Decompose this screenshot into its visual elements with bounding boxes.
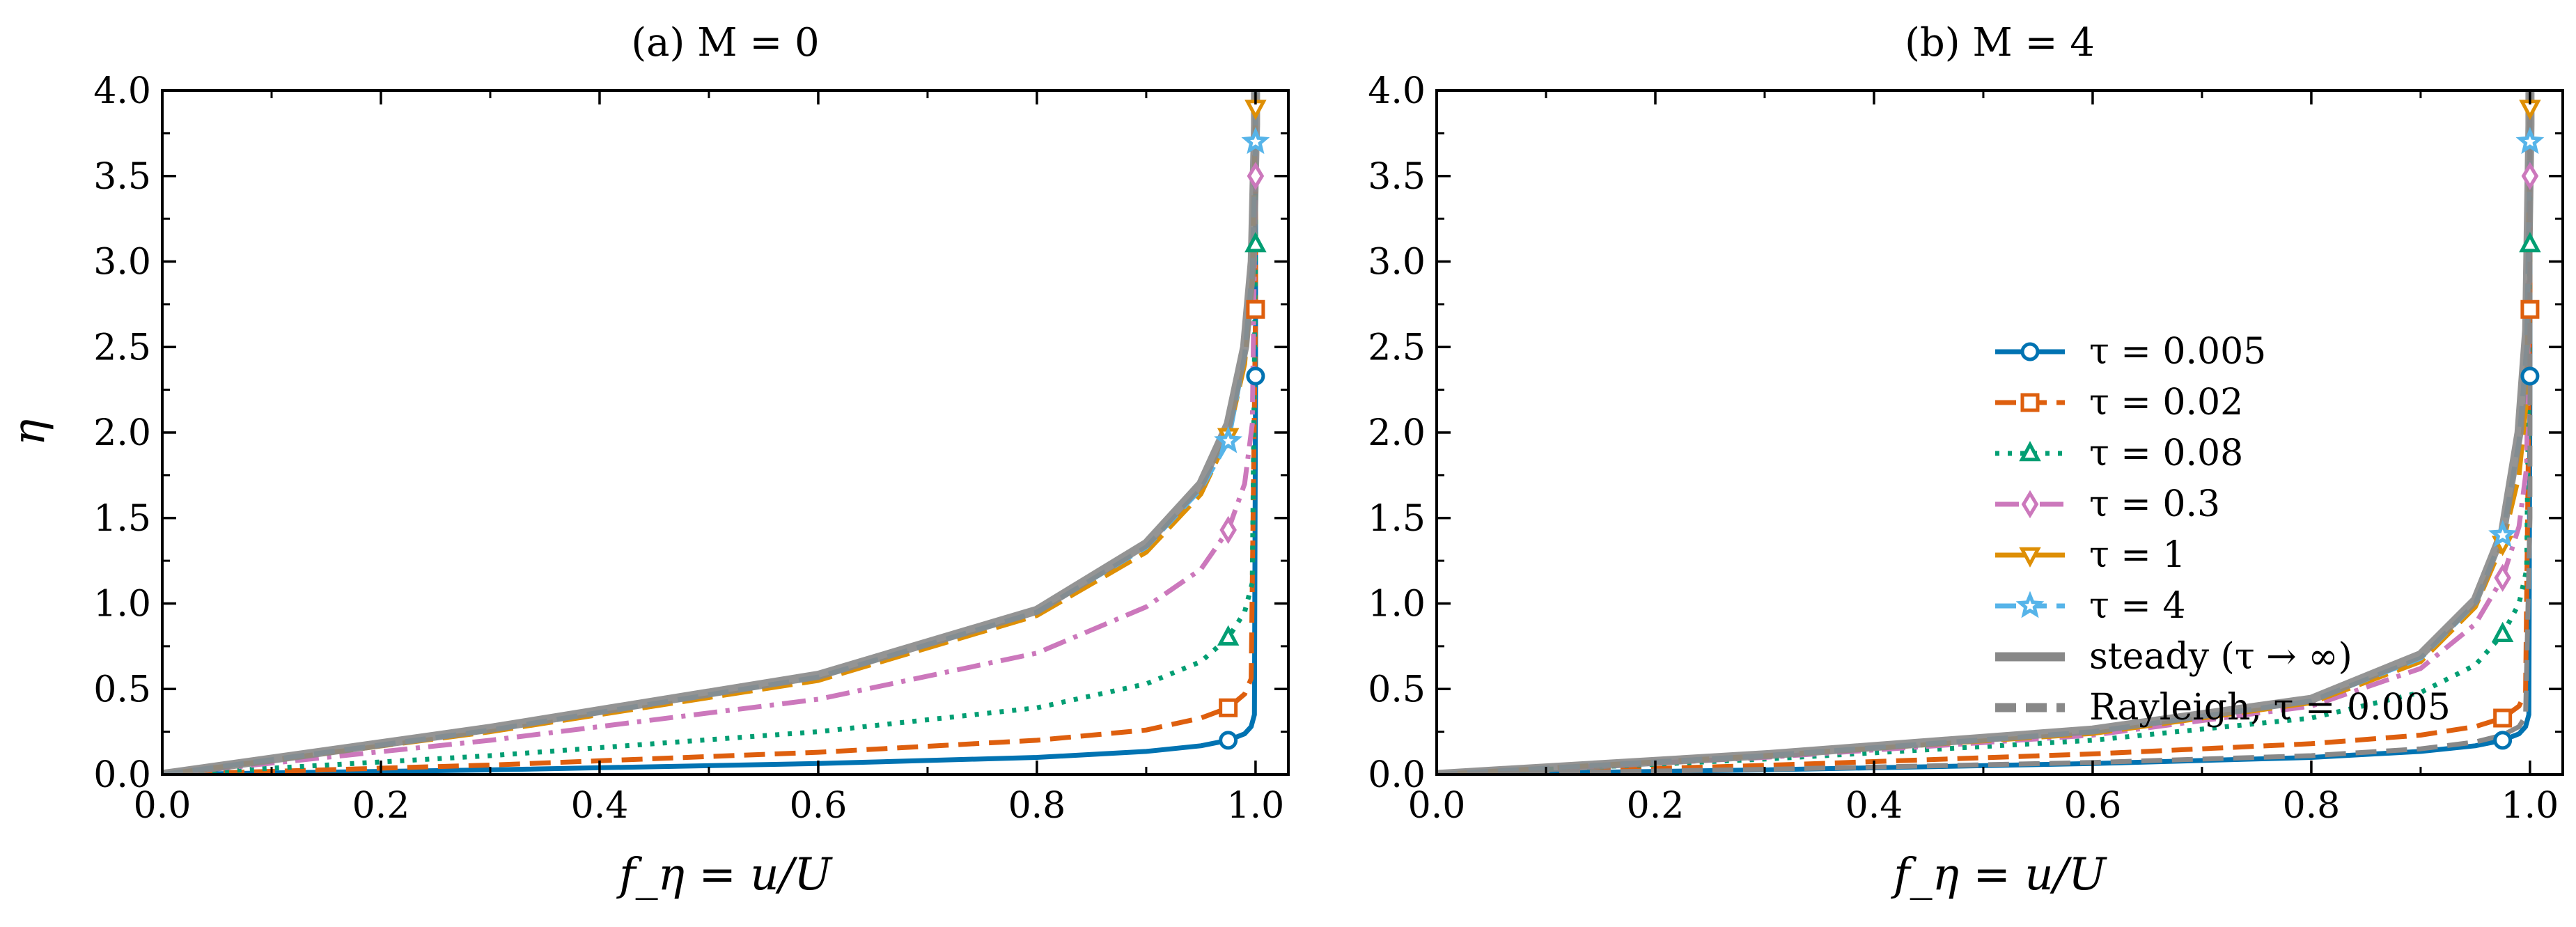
- series-marker: [2519, 232, 2541, 253]
- x-tick-label: 0.2: [1627, 785, 1685, 827]
- y-tick-label: 3.0: [1368, 242, 1426, 283]
- series-marker: [1246, 366, 1265, 386]
- x-tick-label: 0.4: [571, 785, 629, 827]
- series-marker: [2493, 708, 2513, 728]
- series-group: [162, 91, 1270, 774]
- x-tick-label: 0.4: [1845, 785, 1903, 827]
- y-tick-label: 0.0: [93, 754, 151, 796]
- series-marker: [1219, 698, 1238, 717]
- legend-label: τ = 0.005: [2089, 331, 2266, 373]
- y-tick-label: 2.5: [93, 327, 151, 368]
- y-tick-label: 2.5: [1368, 327, 1426, 368]
- x-tick-label: 0.0: [1408, 785, 1466, 827]
- x-tick-label: 1.0: [1227, 785, 1285, 827]
- x-tick-label: 0.8: [2283, 785, 2341, 827]
- series-line: [1437, 91, 2533, 774]
- y-tick-label: 1.5: [1368, 498, 1426, 540]
- series-marker: [2521, 162, 2539, 190]
- series-marker: [1247, 162, 1265, 190]
- series-line: [1437, 91, 2533, 774]
- x-axis-label: f_η = u/U: [1891, 849, 2107, 901]
- y-axis-label: η: [3, 419, 55, 446]
- series-group: [1437, 91, 2545, 774]
- series-line: [162, 91, 1258, 774]
- series-marker: [2494, 563, 2511, 592]
- panel-a: (a) M = 0 0.0 0.2 0.4 0.6 0.8 1.0 0.0 0.5 1.0 1.5 2…: [3, 20, 1290, 901]
- panel-title: (b) M = 4: [1905, 20, 2095, 65]
- legend-label: τ = 0.02: [2089, 382, 2243, 423]
- series-marker: [1219, 731, 1238, 750]
- series-line: [1437, 91, 2533, 774]
- y-tick-label: 0.5: [93, 669, 151, 710]
- x-tick-label: 0.6: [790, 785, 848, 827]
- series-line: [1437, 91, 2533, 774]
- series-marker: [1217, 625, 1240, 646]
- series-line: [162, 91, 1260, 774]
- axes-frame: [161, 89, 1290, 776]
- legend-marker: [2021, 490, 2039, 519]
- series-line: [1437, 91, 2535, 774]
- series-marker: [1246, 299, 1265, 319]
- x-tick-label: 0.2: [352, 785, 410, 827]
- series-marker: [1219, 515, 1237, 545]
- legend-label: τ = 0.3: [2089, 483, 2220, 525]
- y-tick-label: 1.0: [1368, 584, 1426, 625]
- y-tick-label: 2.0: [93, 412, 151, 454]
- legend-label: Rayleigh, τ = 0.005: [2089, 687, 2451, 729]
- legend-marker: [2019, 547, 2041, 568]
- series-line: [162, 91, 1258, 774]
- series-line: [1437, 91, 2533, 774]
- series-line: [162, 91, 1258, 774]
- series-marker: [2520, 366, 2540, 386]
- x-tick-label: 0.0: [134, 785, 192, 827]
- y-tick-label: 3.5: [93, 156, 151, 198]
- y-tick-label: 4.0: [1368, 70, 1426, 112]
- series-marker: [2491, 621, 2514, 642]
- series-marker: [1214, 426, 1243, 453]
- series-marker: [2493, 731, 2513, 750]
- panel-title: (a) M = 0: [631, 20, 819, 65]
- series-marker: [2515, 127, 2545, 155]
- series-marker: [1244, 232, 1267, 253]
- series-line: [162, 91, 1258, 774]
- y-tick-label: 1.5: [93, 498, 151, 540]
- y-tick-label: 3.5: [1368, 156, 1426, 198]
- y-tick-label: 2.0: [1368, 412, 1426, 454]
- x-axis-label: f_η = u/U: [616, 849, 833, 901]
- series-marker: [2488, 520, 2518, 547]
- y-tick-label: 0.5: [1368, 669, 1426, 710]
- series-marker: [2520, 299, 2540, 319]
- legend-label: τ = 4: [2089, 585, 2185, 627]
- y-tick-label: 4.0: [93, 70, 151, 112]
- series-line: [162, 91, 1258, 774]
- y-tick-label: 3.0: [93, 242, 151, 283]
- series-line: [162, 91, 1258, 774]
- x-tick-label: 0.8: [1008, 785, 1066, 827]
- legend: τ = 0.005 τ = 0.02 τ = 0.08 τ = 0.3 τ = 1 τ =…: [1995, 331, 2451, 729]
- series-line: [1437, 91, 2533, 774]
- legend-marker: [2020, 342, 2040, 361]
- x-tick-label: 0.6: [2064, 785, 2122, 827]
- legend-marker: [2020, 393, 2040, 412]
- panel-b: (b) M = 4 0.0 0.2 0.4 0.6 0.8 1.0 0.0 0.5 1.0 1.5 2…: [1368, 20, 2564, 901]
- legend-marker: [2015, 591, 2045, 618]
- legend-label: τ = 0.08: [2089, 433, 2243, 474]
- axes-frame: [1435, 89, 2564, 776]
- y-tick-label: 1.0: [93, 584, 151, 625]
- y-tick-label: 0.0: [1368, 754, 1426, 796]
- x-tick-label: 1.0: [2501, 785, 2559, 827]
- legend-label: steady (τ → ∞): [2089, 636, 2352, 678]
- series-line: [1437, 91, 2533, 774]
- legend-label: τ = 1: [2089, 534, 2185, 576]
- series-marker: [1241, 127, 1270, 155]
- legend-marker: [2019, 441, 2041, 462]
